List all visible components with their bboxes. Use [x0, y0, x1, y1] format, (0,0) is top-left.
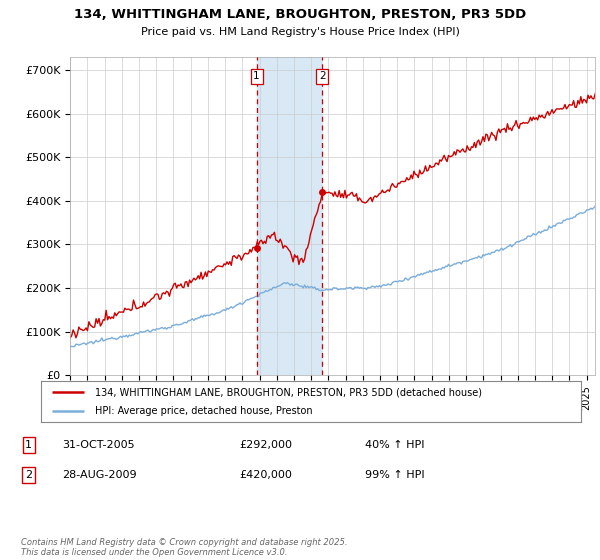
- Text: 2: 2: [25, 470, 32, 480]
- Text: HPI: Average price, detached house, Preston: HPI: Average price, detached house, Pres…: [95, 407, 313, 417]
- Text: Price paid vs. HM Land Registry's House Price Index (HPI): Price paid vs. HM Land Registry's House …: [140, 27, 460, 37]
- Text: Contains HM Land Registry data © Crown copyright and database right 2025.
This d: Contains HM Land Registry data © Crown c…: [21, 538, 347, 557]
- Text: 28-AUG-2009: 28-AUG-2009: [62, 470, 136, 480]
- Text: 134, WHITTINGHAM LANE, BROUGHTON, PRESTON, PR3 5DD (detached house): 134, WHITTINGHAM LANE, BROUGHTON, PRESTO…: [95, 388, 482, 397]
- Text: 40% ↑ HPI: 40% ↑ HPI: [365, 440, 424, 450]
- Text: £420,000: £420,000: [239, 470, 292, 480]
- Text: 31-OCT-2005: 31-OCT-2005: [62, 440, 134, 450]
- Bar: [257, 57, 322, 375]
- Text: £292,000: £292,000: [239, 440, 292, 450]
- Text: 2: 2: [319, 71, 326, 81]
- Text: 99% ↑ HPI: 99% ↑ HPI: [365, 470, 424, 480]
- Text: 134, WHITTINGHAM LANE, BROUGHTON, PRESTON, PR3 5DD: 134, WHITTINGHAM LANE, BROUGHTON, PRESTO…: [74, 8, 526, 21]
- Text: 1: 1: [253, 71, 260, 81]
- Text: 1: 1: [25, 440, 32, 450]
